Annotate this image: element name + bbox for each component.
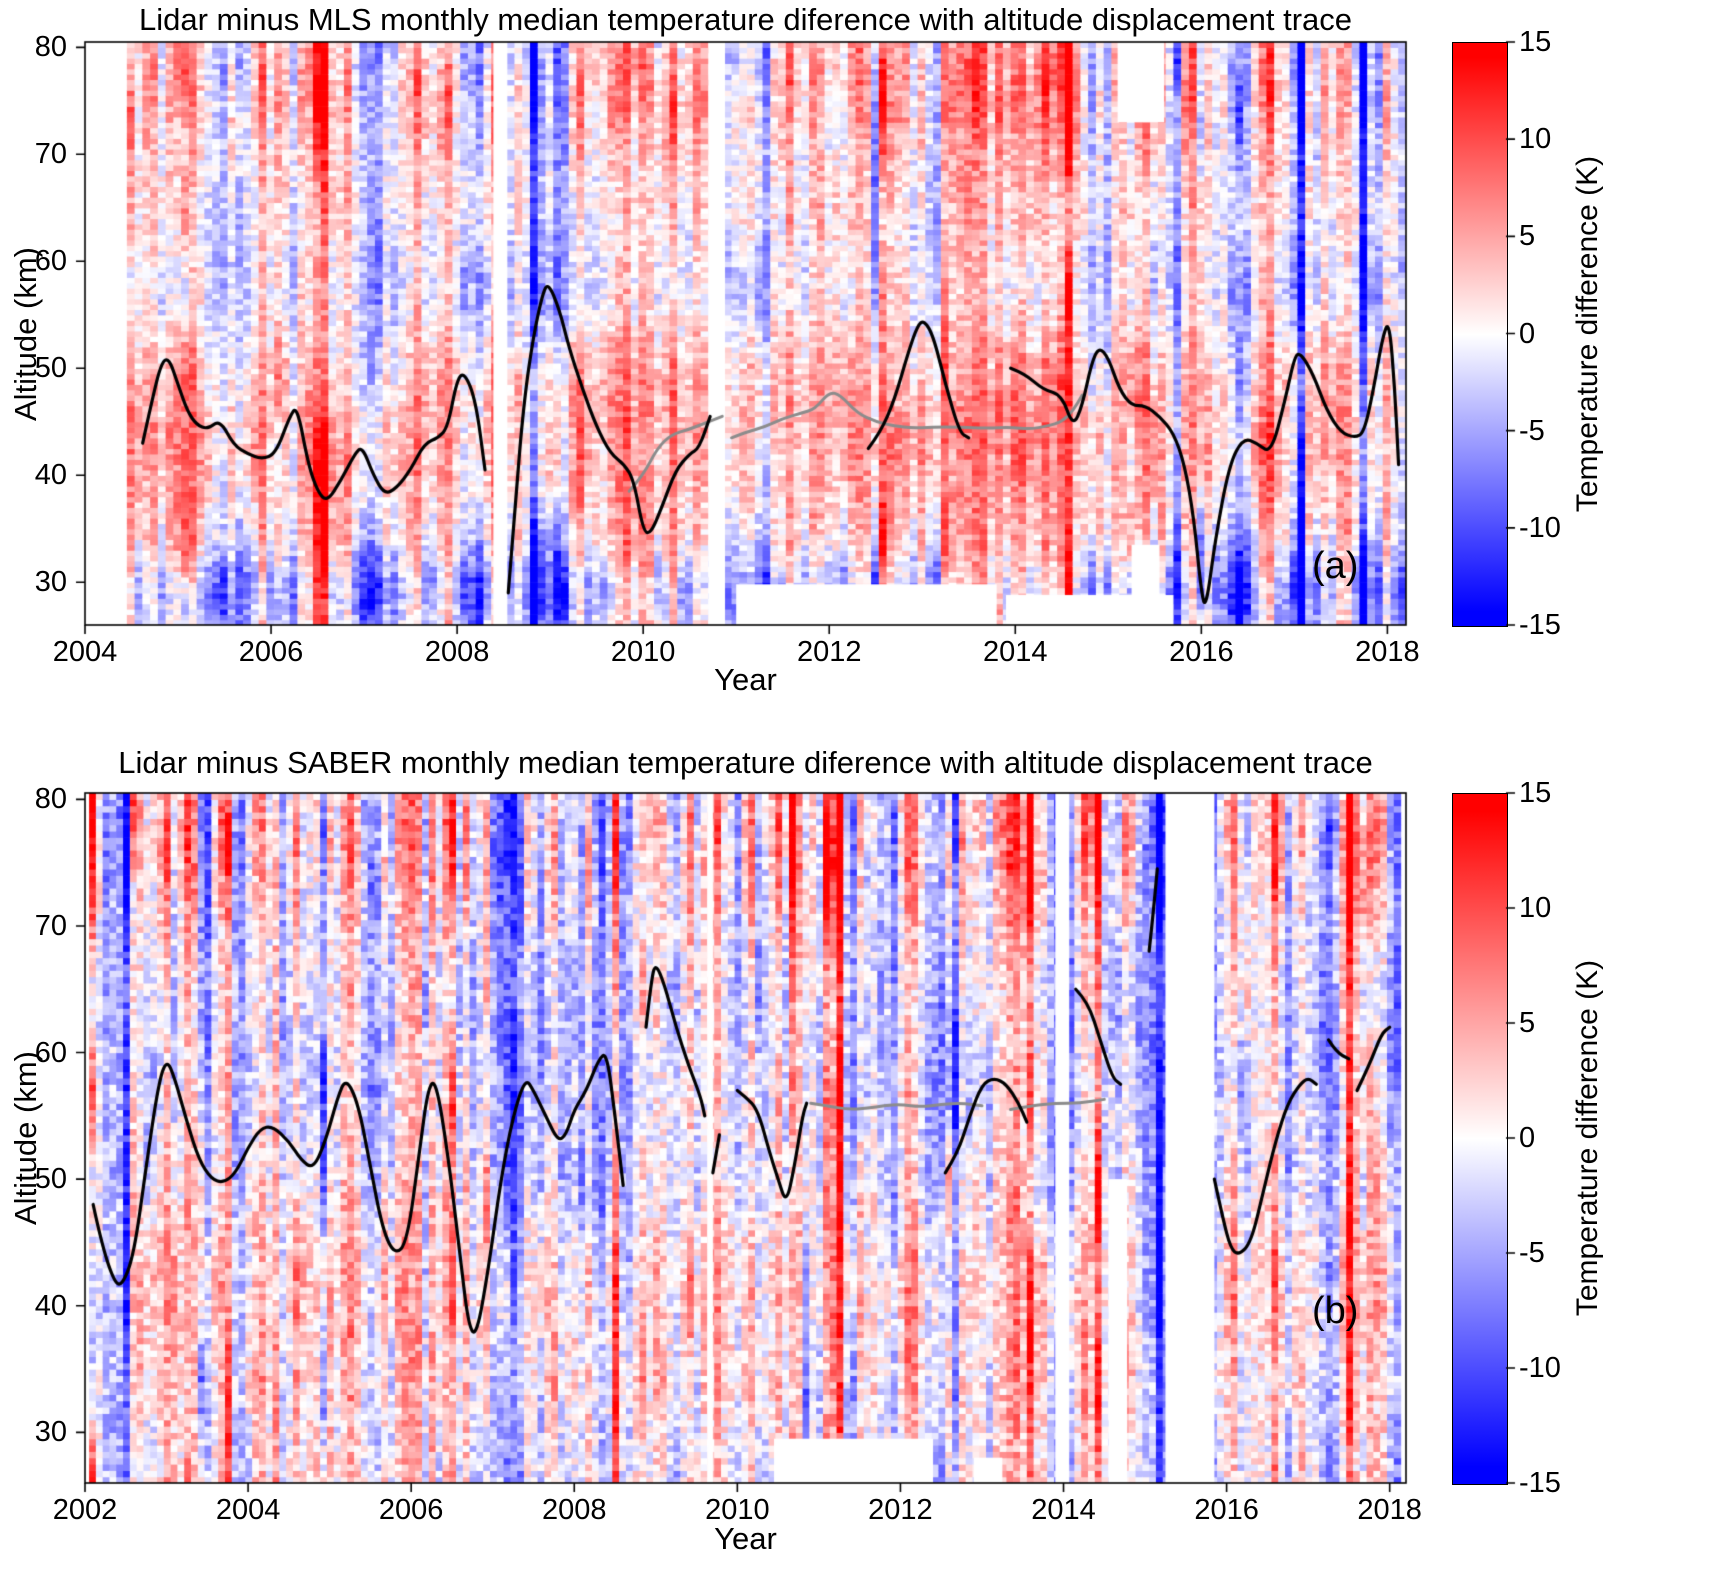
y-tick-label: 80 — [34, 783, 67, 816]
y-tick-label: 50 — [34, 352, 67, 385]
x-tick-label: 2008 — [541, 1494, 607, 1526]
x-tick-label: 2004 — [52, 636, 118, 668]
panel-a-heatmap-canvas — [0, 0, 1735, 745]
colorbar-tick-label: 5 — [1519, 220, 1536, 253]
y-tick-label: 60 — [34, 1036, 67, 1069]
x-tick-label: 2012 — [796, 636, 862, 668]
y-tick-label: 70 — [34, 909, 67, 942]
y-tick-label: 40 — [34, 1289, 67, 1322]
panel-a-letter: (a) — [1312, 545, 1359, 587]
y-tick-label: 40 — [34, 459, 67, 492]
colorbar-tick-label: -5 — [1519, 1237, 1545, 1269]
colorbar-tick-label: -10 — [1519, 511, 1561, 544]
y-tick-label: 70 — [34, 138, 67, 171]
y-tick-label: 50 — [34, 1163, 67, 1196]
panel-a-x-axis-label: Year — [714, 662, 777, 697]
colorbar-tick-label: 5 — [1519, 1007, 1536, 1039]
colorbar-tick-label: -5 — [1519, 414, 1545, 447]
x-tick-label: 2014 — [1031, 1494, 1096, 1526]
x-tick-label: 2008 — [424, 636, 490, 668]
x-tick-label: 2002 — [52, 1494, 118, 1526]
panel-b-heatmap-canvas — [0, 745, 1735, 1569]
x-tick-label: 2006 — [378, 1494, 444, 1526]
panel-b-letter: (b) — [1312, 1290, 1359, 1332]
panel-b: Lidar minus SABER monthly median tempera… — [0, 745, 1735, 1569]
x-tick-label: 2014 — [983, 636, 1048, 668]
x-tick-label: 2004 — [215, 1494, 281, 1526]
y-tick-label: 60 — [34, 245, 67, 278]
colorbar-tick-label: 0 — [1519, 1122, 1536, 1154]
y-tick-label: 30 — [34, 566, 67, 599]
x-tick-label: 2018 — [1357, 1494, 1422, 1526]
colorbar-tick-label: 0 — [1519, 317, 1536, 350]
colorbar-tick-label: 10 — [1519, 123, 1552, 156]
panel-b-y-axis-label: Altitude (km) — [8, 1051, 43, 1225]
y-tick-label: 80 — [34, 31, 67, 64]
colorbar-tick-label: -10 — [1519, 1352, 1561, 1384]
x-tick-label: 2012 — [868, 1494, 933, 1526]
colorbar-tick-label: 10 — [1519, 892, 1552, 924]
x-tick-label: 2010 — [610, 636, 676, 668]
x-tick-label: 2018 — [1355, 636, 1420, 668]
panel-a: Lidar minus MLS monthly median temperatu… — [0, 0, 1735, 745]
x-tick-label: 2006 — [238, 636, 304, 668]
panel-b-x-axis-label: Year — [714, 1521, 777, 1556]
panel-a-title: Lidar minus MLS monthly median temperatu… — [138, 2, 1353, 37]
panel-b-title: Lidar minus SABER monthly median tempera… — [118, 745, 1373, 780]
colorbar-tick-label: -15 — [1519, 1467, 1561, 1499]
colorbar-tick-label: 15 — [1519, 777, 1552, 809]
colorbar-tick-label: 15 — [1519, 26, 1552, 58]
colorbar-tick-label: -15 — [1519, 609, 1561, 641]
x-tick-label: 2010 — [705, 1494, 770, 1526]
y-tick-label: 30 — [34, 1416, 67, 1449]
x-tick-label: 2016 — [1169, 636, 1234, 668]
x-tick-label: 2016 — [1194, 1494, 1259, 1526]
